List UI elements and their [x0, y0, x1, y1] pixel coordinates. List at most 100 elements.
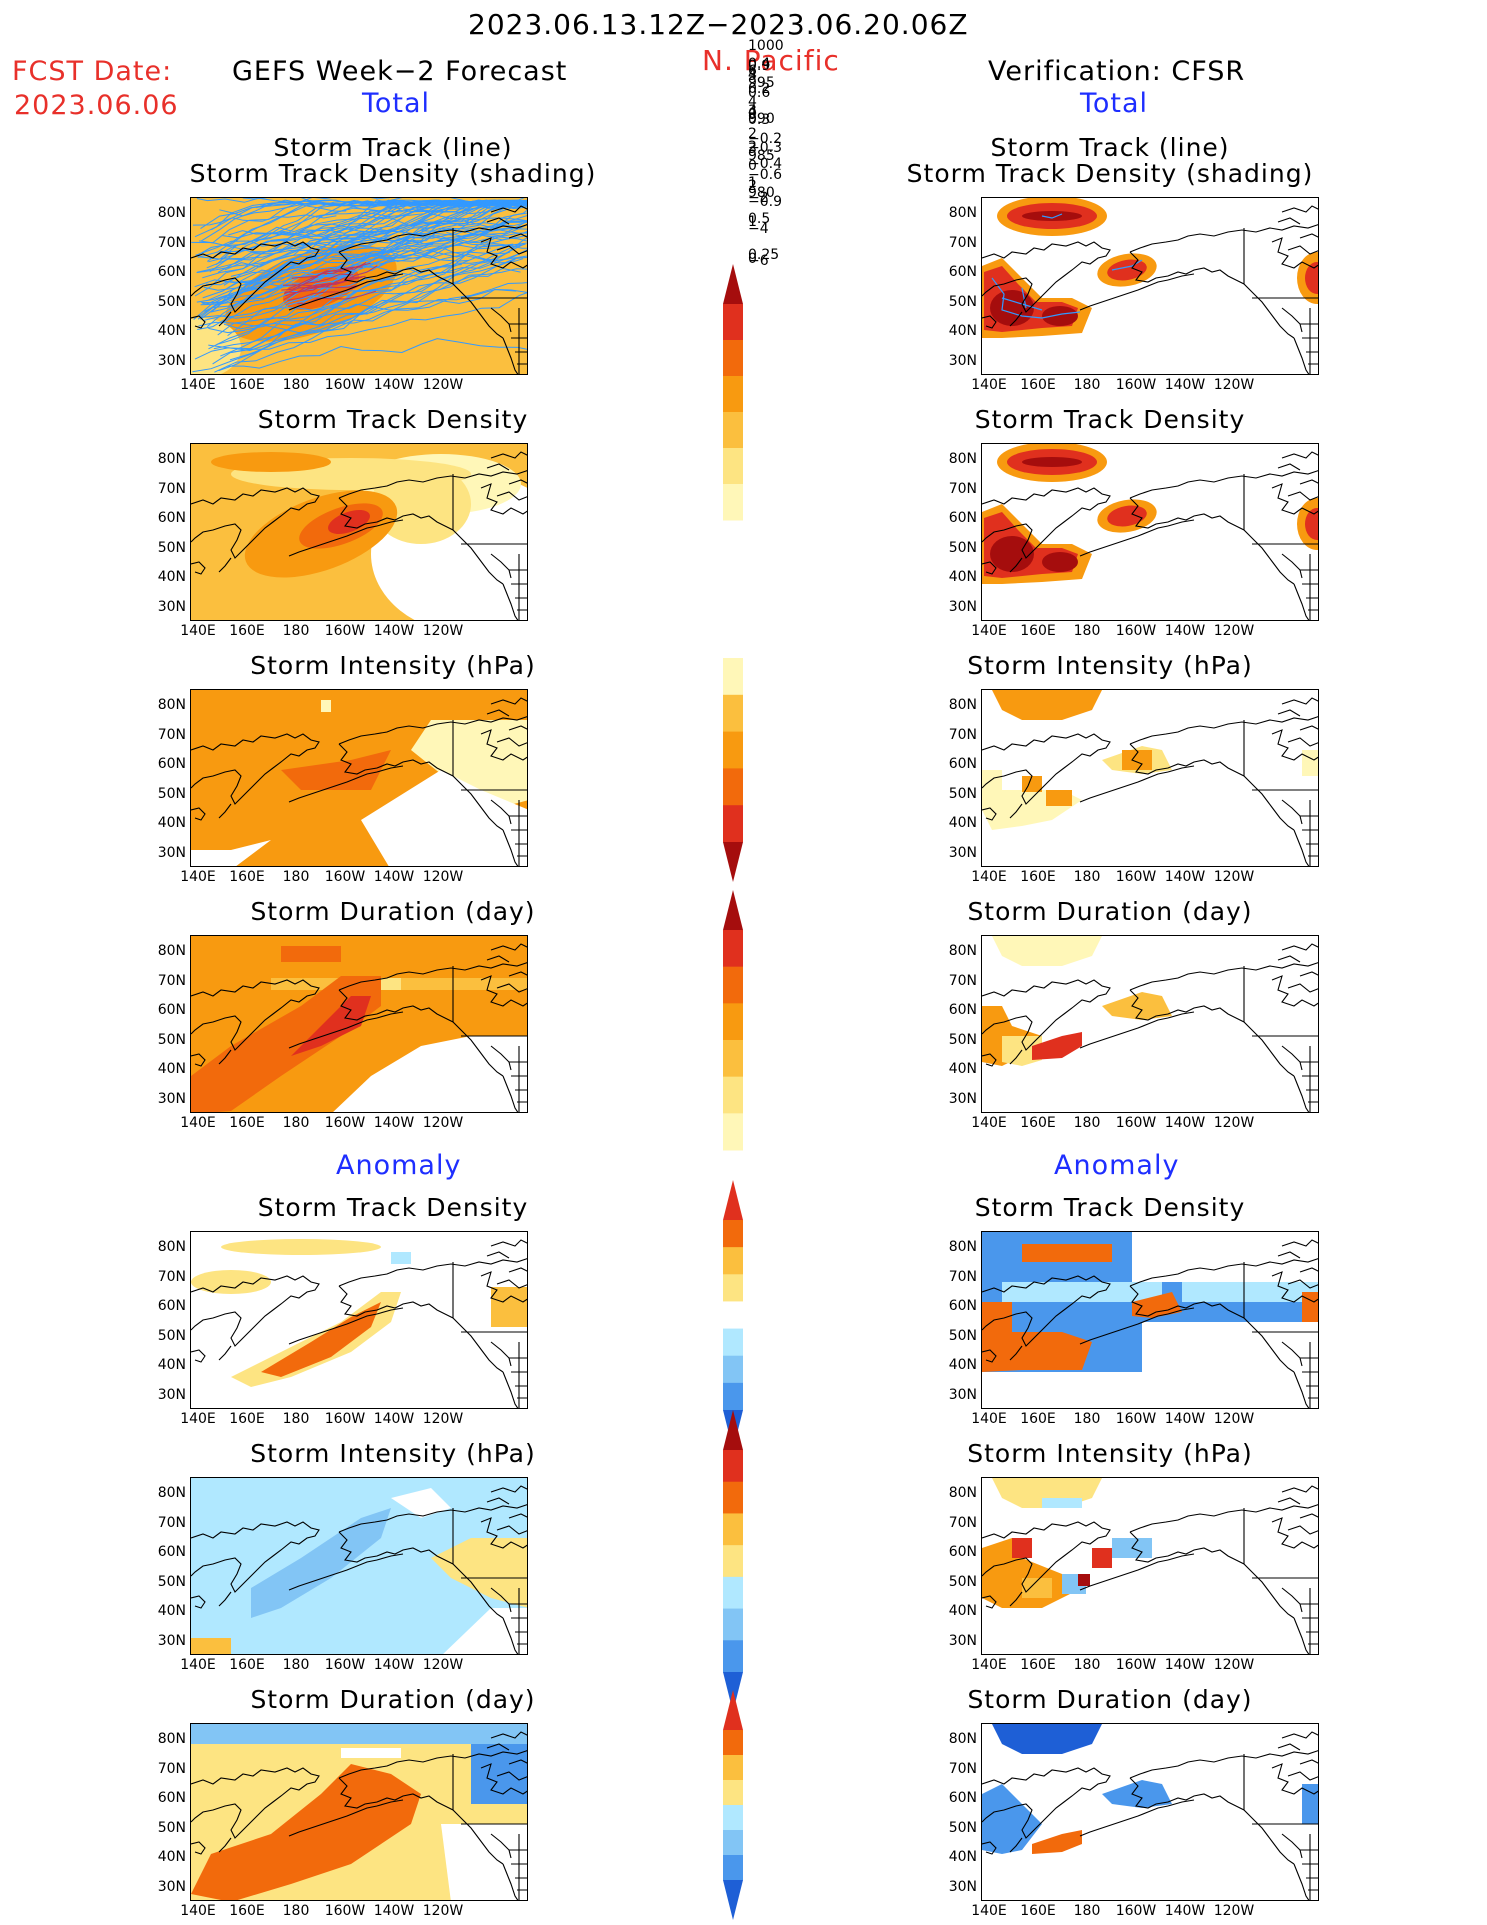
map-canvas [982, 444, 1318, 620]
shaded-cell [321, 700, 331, 712]
colorbar-segment [723, 731, 743, 769]
shaded-cell [491, 1287, 527, 1327]
map-canvas [982, 1232, 1318, 1408]
long-duration-area [191, 976, 381, 1112]
left-intensity-map [190, 689, 528, 867]
latitude-label: 70N [948, 480, 977, 497]
colorbar-segment [723, 1040, 743, 1078]
map-canvas [191, 444, 527, 620]
latitude-label: 60N [948, 1002, 977, 1018]
shaded-region [191, 1270, 271, 1294]
shaded-cell [1002, 1282, 1162, 1302]
longitude-label: 160E [229, 1411, 265, 1427]
shaded-cell [1092, 1548, 1112, 1568]
latitude-label: 70N [157, 480, 186, 497]
longitude-label: 120W [1213, 869, 1255, 885]
colorbar-segment [723, 1730, 743, 1756]
map-canvas [191, 690, 527, 866]
longitude-label: 120W [1213, 1115, 1255, 1131]
colorbar-segment [723, 1608, 743, 1641]
longitude-label: 140W [373, 377, 415, 393]
longitude-label: 180 [1073, 869, 1101, 885]
long-duration-area [1032, 1032, 1082, 1060]
right-intensity-title: Storm Intensity (hPa) [967, 651, 1253, 680]
shaded-cell [1142, 1322, 1318, 1408]
latitude-label: 50N [157, 1327, 186, 1344]
left-duration-anom-title: Storm Duration (day) [250, 1685, 536, 1714]
left-intensity-title: Storm Intensity (hPa) [250, 651, 536, 680]
colorbar-tick-label: 4 [748, 94, 757, 111]
latitude-label: 40N [948, 569, 977, 585]
longitude-label: 120W [422, 1115, 464, 1131]
right-total-label: Total [1080, 88, 1149, 119]
colorbar-tick-label: −0.3 [748, 139, 782, 156]
colorbar-tick-label: 0.9 [748, 58, 771, 75]
shaded-region [221, 1239, 381, 1255]
latitude-label: 40N [157, 569, 186, 585]
coastline-outline [191, 1731, 527, 1900]
latitude-label: 40N [948, 1061, 977, 1077]
colorbar-segment [723, 376, 743, 413]
left-density-anom-title: Storm Track Density [257, 1193, 529, 1222]
map-canvas [191, 198, 527, 374]
longitude-label: 140E [180, 1115, 216, 1131]
longitude-label: 140W [373, 1411, 415, 1427]
latitude-label: 50N [948, 1327, 977, 1344]
latitude-label: 80N [157, 697, 186, 713]
longitude-label: 160E [229, 869, 265, 885]
period-title: 2023.06.13.12Z−2023.06.20.06Z [468, 8, 969, 41]
latitude-label: 70N [157, 972, 186, 989]
longitude-label: 140E [971, 623, 1007, 639]
shaded-region [1305, 508, 1318, 540]
latitude-label: 30N [157, 598, 186, 615]
longitude-label: 140E [180, 1903, 216, 1919]
longitude-label: 120W [1213, 1903, 1255, 1919]
latitude-label: 50N [948, 1031, 977, 1048]
latitude-label: 30N [157, 1878, 186, 1895]
coastline-outline [191, 697, 527, 866]
shaded-cell [1046, 790, 1072, 806]
colorbar-segment [723, 694, 743, 733]
shaded-region [1102, 992, 1172, 1020]
latitude-label: 30N [157, 1632, 186, 1649]
latitude-label: 70N [157, 234, 186, 251]
latitude-label: 70N [948, 1514, 977, 1531]
coastline-outline [982, 1485, 1318, 1654]
longitude-label: 160E [1020, 1115, 1056, 1131]
no-data-area [361, 770, 527, 866]
region-title: N. Pacific [702, 44, 840, 77]
colorbar-segment [723, 1328, 743, 1357]
colorbar-tick-label: 1000 [748, 37, 784, 54]
latitude-label: 50N [157, 1031, 186, 1048]
latitude-label: 80N [157, 451, 186, 467]
longitude-label: 140W [1164, 869, 1206, 885]
colorbar-triangle [723, 1410, 743, 1450]
longitude-label: 140E [180, 623, 216, 639]
colorbar-tick-label: 4 [748, 67, 757, 83]
latitude-label: 50N [948, 539, 977, 556]
latitude-label: 40N [157, 1603, 186, 1619]
right-intensity-anom-map [981, 1477, 1319, 1655]
colorbar-tick-label: 5 [748, 67, 757, 84]
left-density-anom-map [190, 1231, 528, 1409]
coastline-outline [982, 697, 1318, 866]
latitude-label: 50N [157, 1573, 186, 1590]
coastline-outline [982, 1731, 1318, 1900]
left-intensity-anom-map [190, 1477, 528, 1655]
longitude-label: 140E [180, 1657, 216, 1673]
latitude-label: 80N [948, 1239, 977, 1255]
latitude-label: 40N [948, 1603, 977, 1619]
shaded-region [1102, 1780, 1172, 1808]
colorbar-tick-label: 980 [748, 185, 775, 201]
colorbar-segment [723, 1274, 743, 1302]
colorbar-segment [723, 1640, 743, 1673]
colorbar-tick-label: 0 [748, 251, 757, 267]
colorbar-segment [723, 1755, 743, 1781]
latitude-label: 80N [157, 943, 186, 959]
colorbar-segment [723, 1481, 743, 1514]
colorbar-tick-label: 3 [748, 141, 757, 157]
latitude-label: 70N [948, 726, 977, 743]
latitude-label: 60N [948, 1298, 977, 1314]
colorbar-segment [723, 1830, 743, 1856]
density-anomaly-colorbar [723, 1180, 743, 1450]
